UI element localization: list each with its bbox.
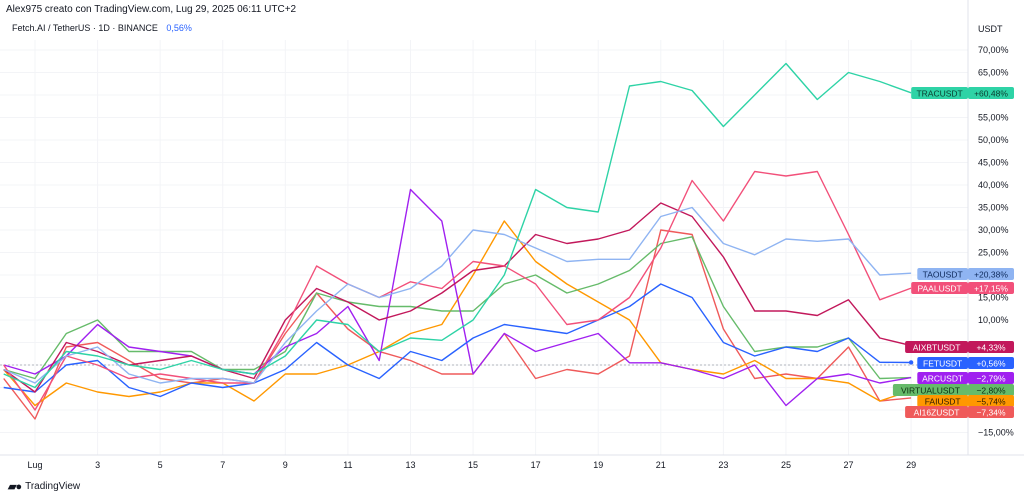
series-line-taousdt <box>3 206 912 384</box>
series-label-ai16zusdt: AI16ZUSDT −7,34% <box>905 406 1014 418</box>
series-value: +60,48% <box>974 89 1008 99</box>
y-tick-label: 15,00% <box>978 293 1009 303</box>
x-tick-label: Lug <box>27 460 42 470</box>
attribution-text: Alex975 creato con TradingView.com, Lug … <box>6 4 297 15</box>
series-line-aixbtusdt <box>3 202 912 393</box>
series-name: TAOUSDT <box>923 270 963 280</box>
y-tick-label: 70,00% <box>978 45 1009 55</box>
series-value-badge <box>968 268 1014 280</box>
symbol-title: Fetch.AI / TetherUS · 1D · BINANCE <box>12 23 158 33</box>
x-tick-label: 3 <box>95 460 100 470</box>
y-axis: −15,00% 10,00% 15,00% 25,00% 30,00% 35,00% 40,… <box>978 45 1014 438</box>
series-name: AIXBTUSDT <box>913 343 961 353</box>
series-name-badge <box>905 341 968 353</box>
y-tick-label: 35,00% <box>978 203 1009 213</box>
grid <box>0 40 968 455</box>
series-name: FETUSDT <box>923 359 962 369</box>
series-label-paalusdt: PAALUSDT +17,15% <box>911 282 1014 294</box>
series-value-badge <box>968 282 1014 294</box>
series-label-faiusdt: FAIUSDT −5,74% <box>917 395 1014 407</box>
series-line-paalusdt <box>3 170 912 411</box>
series-value: −2,80% <box>976 386 1006 396</box>
series-name-badge <box>911 87 968 99</box>
x-tick-label: 11 <box>343 460 352 470</box>
footer: ▰● TradingView <box>8 480 80 493</box>
last-point-marker <box>908 360 914 365</box>
y-tick-label: 50,00% <box>978 135 1009 145</box>
series-line-ai16zusdt <box>3 229 912 420</box>
series-value-badge <box>968 341 1014 353</box>
x-tick-label: 21 <box>656 460 666 470</box>
series-value: +4,33% <box>976 343 1006 353</box>
series-value-badge <box>968 87 1014 99</box>
series-value: −7,34% <box>976 408 1006 418</box>
x-axis: Lug 3 5 7 9 11 13 15 17 19 21 23 25 27 29 <box>27 460 916 470</box>
series-value-badge <box>968 372 1014 384</box>
series-value: +17,15% <box>974 284 1008 294</box>
brand-name: TradingView <box>25 481 81 492</box>
series-value: −5,74% <box>976 397 1006 407</box>
x-tick-label: 13 <box>405 460 415 470</box>
x-tick-label: 7 <box>220 460 225 470</box>
y-tick-label: 55,00% <box>978 113 1009 123</box>
symbol-legend: Fetch.AI / TetherUS · 1D · BINANCE 0,56% <box>12 23 192 33</box>
series-name: FAIUSDT <box>925 397 961 407</box>
series-name: ARCUSDT <box>922 374 963 384</box>
series-name-badge <box>917 395 968 407</box>
x-tick-label: 23 <box>718 460 728 470</box>
series-line-tracusdt <box>3 62 912 389</box>
series-value-badge <box>968 357 1014 369</box>
series-value-badge <box>968 395 1014 407</box>
x-tick-label: 19 <box>593 460 603 470</box>
series-line-fetusdt <box>3 283 912 398</box>
series-name-badge <box>917 372 968 384</box>
y-tick-label: 45,00% <box>978 158 1009 168</box>
x-tick-label: 27 <box>844 460 854 470</box>
series-label-virtualusdt: VIRTUALUSDT −2,80% <box>892 384 1014 396</box>
series-label-arcusdt: ARCUSDT −2,79% <box>917 372 1014 384</box>
y-tick-label: 10,00% <box>978 315 1009 325</box>
series-label-tracusdt: TRACUSDT +60,48% <box>911 87 1014 99</box>
series-value-badge <box>968 384 1014 396</box>
series-name: AI16ZUSDT <box>914 408 960 418</box>
series-name: TRACUSDT <box>916 89 962 99</box>
series-value: +20,38% <box>974 270 1008 280</box>
series-name: VIRTUALUSDT <box>901 386 960 396</box>
y-tick-label: 30,00% <box>978 225 1009 235</box>
series-label-taousdt: TAOUSDT +20,38% <box>917 268 1014 280</box>
series-name-badge <box>905 406 968 418</box>
series-label-fetusdt: FETUSDT +0,56% <box>917 357 1014 369</box>
series-name-badge <box>892 384 968 396</box>
series-name-badge <box>917 268 968 280</box>
symbol-change: 0,56% <box>166 23 192 33</box>
series-line-arcusdt <box>3 188 912 407</box>
series-value: −2,79% <box>976 374 1006 384</box>
y-tick-label: 65,00% <box>978 68 1009 78</box>
x-tick-label: 15 <box>468 460 478 470</box>
x-tick-label: 17 <box>531 460 541 470</box>
y-axis-unit: USDT <box>978 24 1003 34</box>
x-tick-label: 5 <box>158 460 163 470</box>
series-value: +0,56% <box>976 359 1006 369</box>
tradingview-logo-icon: ▰● <box>8 481 22 493</box>
series-value-badge <box>968 406 1014 418</box>
x-tick-label: 29 <box>906 460 916 470</box>
x-tick-label: 25 <box>781 460 791 470</box>
series-name-badge <box>911 282 968 294</box>
y-tick-label: −15,00% <box>978 428 1014 438</box>
y-tick-label: 25,00% <box>978 248 1009 258</box>
series-line-virtualusdt <box>3 236 912 380</box>
series-label-aixbtusdt: AIXBTUSDT +4,33% <box>905 341 1014 353</box>
series-name-badge <box>917 357 968 369</box>
series-name: PAALUSDT <box>917 284 961 294</box>
x-tick-label: 9 <box>283 460 288 470</box>
y-tick-label: 40,00% <box>978 180 1009 190</box>
series-labels: TRACUSDT +60,48% TAOUSDT +20,38% PAALUSDT +17… <box>892 87 1014 418</box>
series-lines <box>3 62 914 420</box>
